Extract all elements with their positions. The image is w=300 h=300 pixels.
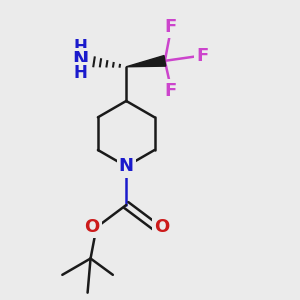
Text: N: N — [72, 50, 88, 69]
Text: O: O — [154, 218, 170, 236]
Text: F: F — [165, 82, 177, 100]
Text: H: H — [73, 64, 87, 82]
Text: H: H — [73, 38, 87, 56]
Text: O: O — [84, 218, 100, 236]
Text: N: N — [119, 157, 134, 175]
Text: F: F — [165, 18, 177, 36]
Polygon shape — [126, 56, 166, 67]
Text: F: F — [196, 47, 208, 65]
